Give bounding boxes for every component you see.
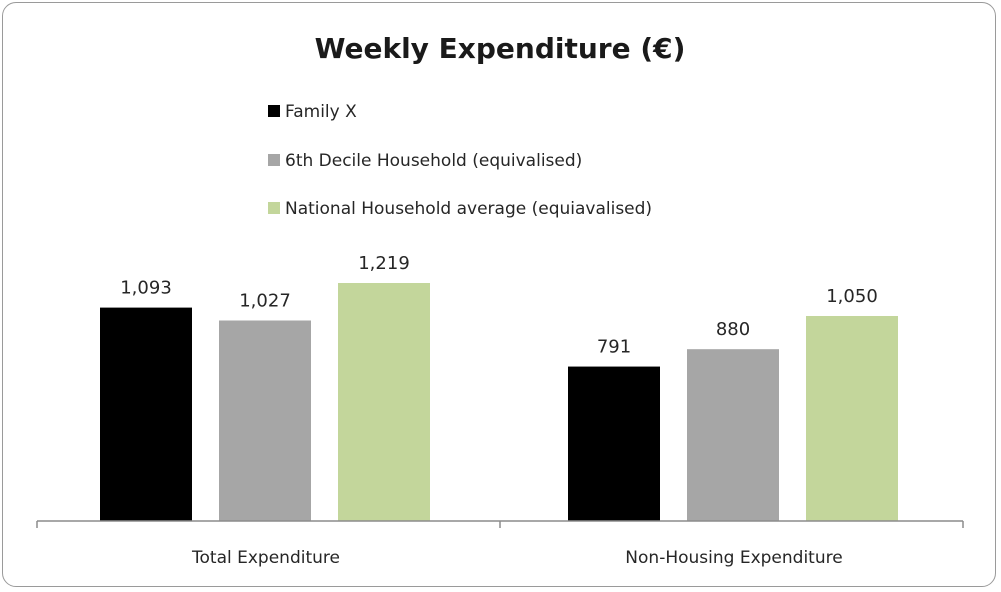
data-label-total-expenditure-series-2: 1,027	[239, 290, 291, 311]
data-label-total-expenditure-series-1: 1,093	[120, 278, 172, 299]
legend-item-national-average: National Household average (equiavalised…	[268, 199, 652, 219]
data-labels: 1,093 1,027 1,219 791 880 1,050	[120, 253, 878, 358]
legend-swatch-national-average	[268, 202, 280, 214]
bar-total-expenditure-series-3	[338, 283, 430, 521]
bar-non-housing-expenditure-series-1	[568, 366, 660, 521]
legend-label-family-x: Family X	[285, 102, 357, 122]
legend-label-6th-decile: 6th Decile Household (equivalised)	[285, 151, 582, 171]
bar-total-expenditure-series-1	[100, 307, 192, 521]
data-label-total-expenditure-series-3: 1,219	[358, 253, 410, 274]
x-axis	[36, 520, 964, 528]
chart-title: Weekly Expenditure (€)	[315, 32, 686, 65]
bars	[100, 283, 898, 521]
legend-item-6th-decile: 6th Decile Household (equivalised)	[268, 151, 582, 171]
legend-swatch-family-x	[268, 105, 280, 117]
category-label-total: Total Expenditure	[191, 548, 340, 568]
bar-total-expenditure-series-2	[219, 320, 311, 521]
legend-label-national-average: National Household average (equiavalised…	[285, 199, 652, 219]
legend-item-family-x: Family X	[268, 102, 357, 122]
legend-swatch-6th-decile	[268, 154, 280, 166]
category-label-non-housing: Non-Housing Expenditure	[625, 548, 842, 568]
data-label-non-housing-expenditure-series-3: 1,050	[826, 286, 878, 307]
bar-non-housing-expenditure-series-2	[687, 349, 779, 521]
data-label-non-housing-expenditure-series-1: 791	[597, 337, 631, 358]
legend: Family X 6th Decile Household (equivalis…	[268, 102, 652, 219]
data-label-non-housing-expenditure-series-2: 880	[716, 319, 750, 340]
bar-non-housing-expenditure-series-3	[806, 315, 898, 521]
